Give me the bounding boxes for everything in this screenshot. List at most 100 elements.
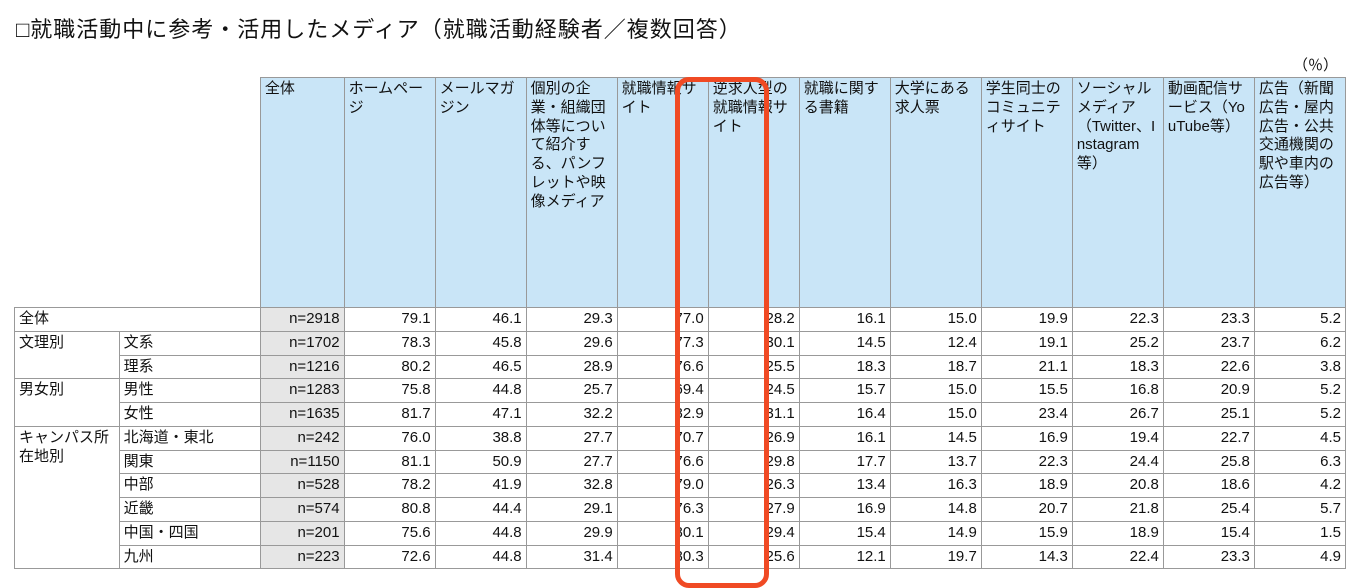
- data-cell: 4.2: [1254, 474, 1345, 498]
- data-cell: 29.3: [526, 308, 617, 332]
- col-header: 個別の企業・組織団体等について紹介する、パンフレットや映像メディア: [526, 78, 617, 308]
- data-cell: 14.5: [890, 426, 981, 450]
- data-cell: 14.9: [890, 521, 981, 545]
- data-cell: 18.3: [799, 355, 890, 379]
- data-cell: 44.8: [435, 545, 526, 569]
- data-cell: 25.8: [1163, 450, 1254, 474]
- data-cell: 27.7: [526, 426, 617, 450]
- data-cell: 80.2: [344, 355, 435, 379]
- data-cell: 23.7: [1163, 331, 1254, 355]
- table-wrap: 全体 ホームページ メールマガジン 個別の企業・組織団体等について紹介する、パン…: [14, 77, 1346, 569]
- data-cell: 20.8: [1072, 474, 1163, 498]
- data-cell: 78.2: [344, 474, 435, 498]
- data-cell: 80.8: [344, 498, 435, 522]
- data-cell: 76.6: [617, 355, 708, 379]
- col-header: 就職に関する書籍: [799, 78, 890, 308]
- data-cell: 81.1: [344, 450, 435, 474]
- data-cell: 44.8: [435, 379, 526, 403]
- data-cell: 22.3: [981, 450, 1072, 474]
- table-row: 文理別文系n=170278.345.829.677.330.114.512.41…: [15, 331, 1346, 355]
- data-cell: 18.7: [890, 355, 981, 379]
- data-cell: 45.8: [435, 331, 526, 355]
- data-cell: 41.9: [435, 474, 526, 498]
- data-cell: 29.6: [526, 331, 617, 355]
- data-cell: 50.9: [435, 450, 526, 474]
- data-cell: 78.3: [344, 331, 435, 355]
- data-cell: 19.1: [981, 331, 1072, 355]
- col-header: 大学にある求人票: [890, 78, 981, 308]
- data-cell: 14.5: [799, 331, 890, 355]
- header-blank: [15, 78, 261, 308]
- data-cell: 20.7: [981, 498, 1072, 522]
- table-row: 全体n=291879.146.129.377.028.216.115.019.9…: [15, 308, 1346, 332]
- data-cell: 77.0: [617, 308, 708, 332]
- data-cell: 16.3: [890, 474, 981, 498]
- data-cell: 13.4: [799, 474, 890, 498]
- row-label: 中部: [119, 474, 260, 498]
- data-cell: 14.3: [981, 545, 1072, 569]
- data-cell: 44.4: [435, 498, 526, 522]
- data-cell: 75.8: [344, 379, 435, 403]
- data-cell: 15.4: [1163, 521, 1254, 545]
- data-cell: 69.4: [617, 379, 708, 403]
- table-row: 男女別男性n=128375.844.825.769.424.515.715.01…: [15, 379, 1346, 403]
- data-cell: 77.3: [617, 331, 708, 355]
- data-cell: 30.1: [708, 331, 799, 355]
- row-label: 理系: [119, 355, 260, 379]
- row-label: 女性: [119, 403, 260, 427]
- data-cell: 25.2: [1072, 331, 1163, 355]
- data-cell: 27.9: [708, 498, 799, 522]
- col-header: 就職情報サイト: [617, 78, 708, 308]
- data-cell: 80.1: [617, 521, 708, 545]
- data-cell: 47.1: [435, 403, 526, 427]
- data-cell: 32.2: [526, 403, 617, 427]
- header-row: 全体 ホームページ メールマガジン 個別の企業・組織団体等について紹介する、パン…: [15, 78, 1346, 308]
- data-cell: 15.0: [890, 308, 981, 332]
- n-cell: n=1702: [260, 331, 344, 355]
- col-header: 動画配信サービス（YouTube等）: [1163, 78, 1254, 308]
- data-cell: 25.4: [1163, 498, 1254, 522]
- data-cell: 22.7: [1163, 426, 1254, 450]
- row-label: 文系: [119, 331, 260, 355]
- n-cell: n=1635: [260, 403, 344, 427]
- data-cell: 25.1: [1163, 403, 1254, 427]
- data-cell: 38.8: [435, 426, 526, 450]
- data-cell: 26.3: [708, 474, 799, 498]
- data-cell: 24.5: [708, 379, 799, 403]
- data-cell: 28.9: [526, 355, 617, 379]
- n-cell: n=223: [260, 545, 344, 569]
- data-cell: 21.8: [1072, 498, 1163, 522]
- row-label: 中国・四国: [119, 521, 260, 545]
- table-row: 理系n=121680.246.528.976.625.518.318.721.1…: [15, 355, 1346, 379]
- row-label: 男性: [119, 379, 260, 403]
- table-row: 九州n=22372.644.831.480.325.612.119.714.32…: [15, 545, 1346, 569]
- table-row: 中部n=52878.241.932.879.026.313.416.318.92…: [15, 474, 1346, 498]
- data-cell: 5.2: [1254, 308, 1345, 332]
- data-cell: 18.3: [1072, 355, 1163, 379]
- data-cell: 5.2: [1254, 403, 1345, 427]
- data-cell: 6.2: [1254, 331, 1345, 355]
- data-cell: 15.0: [890, 403, 981, 427]
- data-cell: 23.3: [1163, 308, 1254, 332]
- data-cell: 29.9: [526, 521, 617, 545]
- data-cell: 72.6: [344, 545, 435, 569]
- data-cell: 31.4: [526, 545, 617, 569]
- data-cell: 15.5: [981, 379, 1072, 403]
- data-cell: 17.7: [799, 450, 890, 474]
- data-cell: 16.9: [981, 426, 1072, 450]
- data-cell: 79.1: [344, 308, 435, 332]
- data-cell: 16.1: [799, 308, 890, 332]
- data-cell: 20.9: [1163, 379, 1254, 403]
- data-cell: 5.7: [1254, 498, 1345, 522]
- data-cell: 16.4: [799, 403, 890, 427]
- row-category: キャンパス所在地別: [15, 426, 120, 569]
- n-cell: n=2918: [260, 308, 344, 332]
- data-cell: 16.1: [799, 426, 890, 450]
- table-row: キャンパス所在地別北海道・東北n=24276.038.827.770.726.9…: [15, 426, 1346, 450]
- data-cell: 18.6: [1163, 474, 1254, 498]
- col-header: ソーシャルメディア（Twitter、Instagram等）: [1072, 78, 1163, 308]
- data-cell: 32.8: [526, 474, 617, 498]
- table-row: 女性n=163581.747.132.282.931.116.415.023.4…: [15, 403, 1346, 427]
- data-cell: 15.9: [981, 521, 1072, 545]
- data-cell: 76.3: [617, 498, 708, 522]
